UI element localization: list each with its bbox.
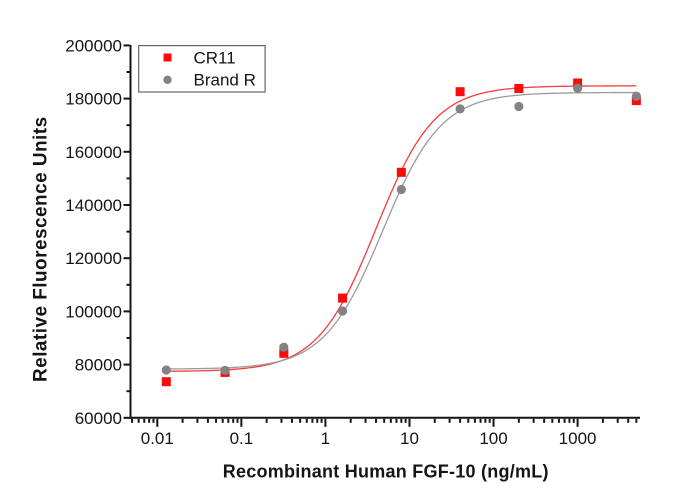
svg-text:100000: 100000 [65,302,122,321]
svg-text:10: 10 [400,429,419,448]
svg-text:120000: 120000 [65,249,122,268]
svg-text:1: 1 [321,429,330,448]
svg-text:140000: 140000 [65,196,122,215]
svg-text:0.01: 0.01 [141,429,174,448]
svg-text:0.1: 0.1 [230,429,254,448]
svg-text:160000: 160000 [65,143,122,162]
svg-text:60000: 60000 [75,409,122,428]
svg-text:Recombinant Human FGF-10 (ng/m: Recombinant Human FGF-10 (ng/mL) [223,461,549,481]
svg-text:CR11: CR11 [194,49,236,68]
svg-text:Brand R: Brand R [194,71,256,90]
svg-text:100: 100 [479,429,507,448]
svg-text:180000: 180000 [65,90,122,109]
svg-text:Relative Fluorescence Units: Relative Fluorescence Units [31,116,52,382]
svg-text:200000: 200000 [65,36,122,55]
svg-text:80000: 80000 [75,356,122,375]
svg-text:1000: 1000 [559,429,597,448]
